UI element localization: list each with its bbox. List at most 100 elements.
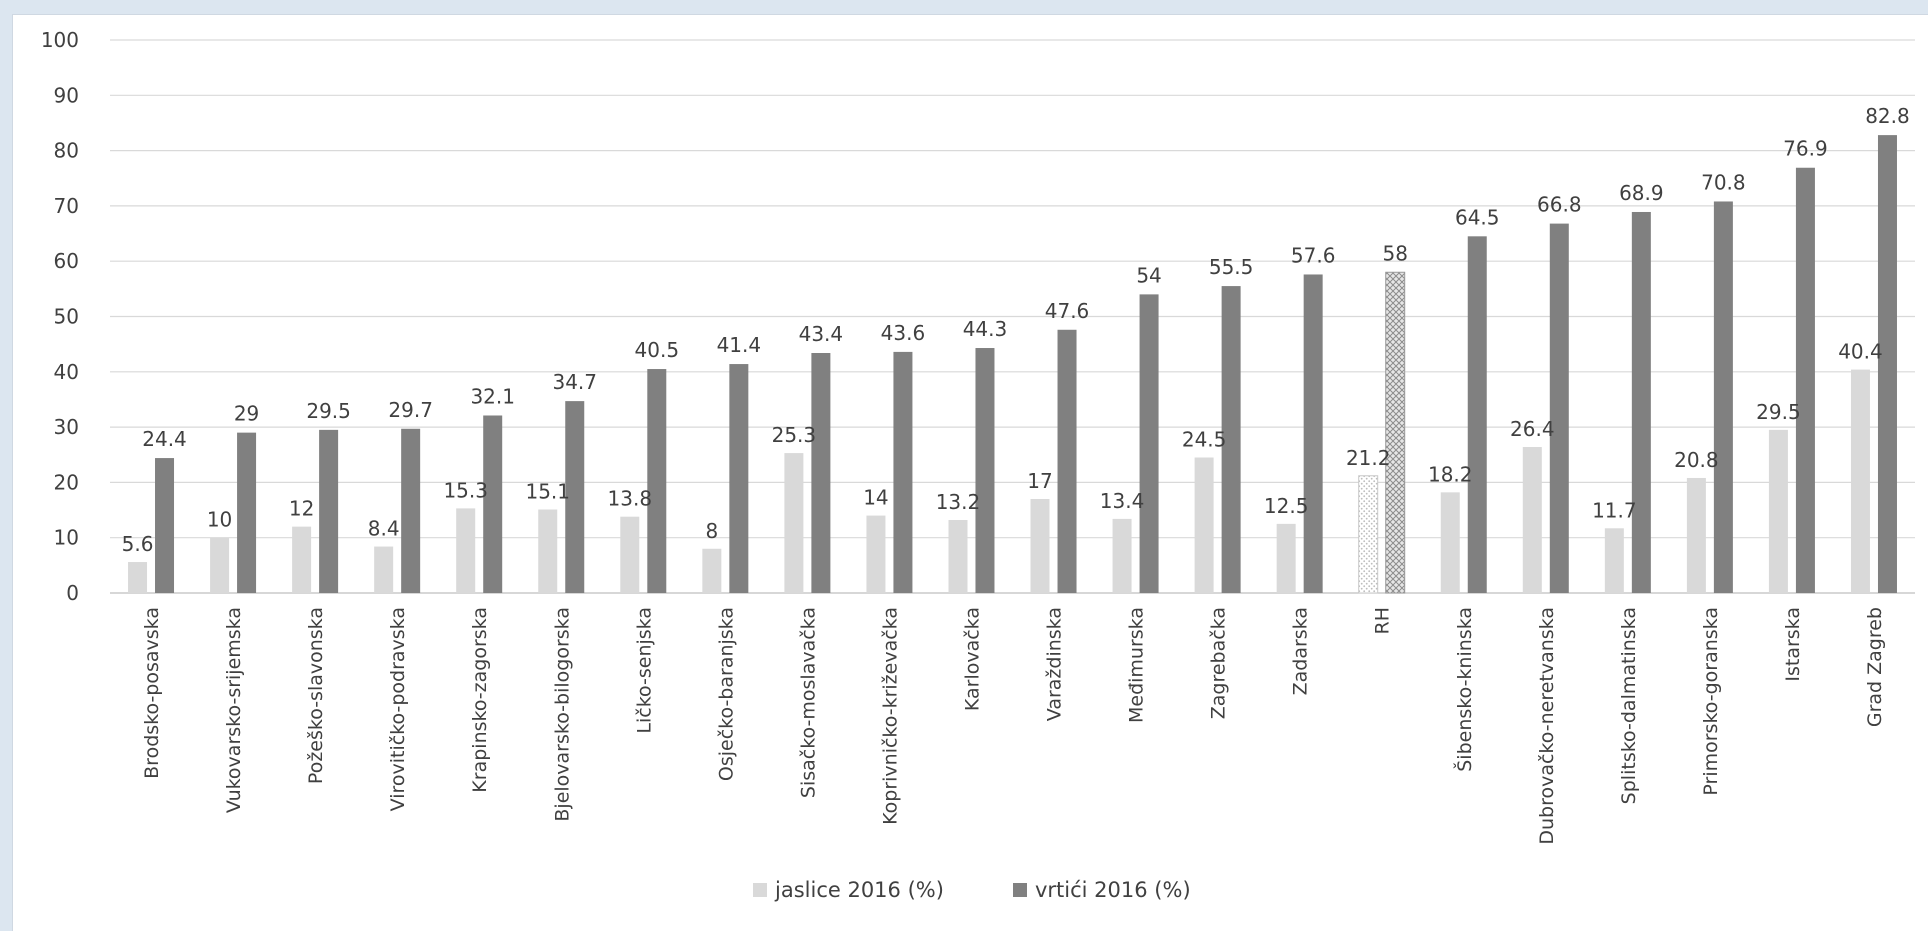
legend-swatch-vrtici	[1013, 883, 1027, 897]
bar-chart: 0 10 20 30 40 50 60 70 80 90 100 5.6 24.4 10 29 12 29.5…	[41, 28, 1915, 902]
data-label: 24.4	[142, 427, 187, 451]
data-label: 29.7	[388, 398, 433, 422]
x-tick-label: Sisačko-moslavačka	[797, 607, 819, 798]
x-tick-label: Osječko-baranjska	[715, 607, 737, 781]
data-label: 43.6	[881, 321, 926, 345]
data-label: 57.6	[1291, 243, 1336, 267]
bar-vrtici	[237, 432, 257, 593]
x-tick-label: RH	[1372, 607, 1394, 635]
bar-jaslice	[1112, 518, 1132, 593]
bar-jaslice	[620, 516, 640, 593]
x-tick-label: Primorsko-goranska	[1700, 607, 1722, 796]
x-tick-label: Međimurska	[1126, 607, 1148, 723]
bar-vrtici	[975, 348, 995, 593]
data-label: 40.4	[1838, 340, 1883, 364]
bar-vrtici	[1549, 223, 1569, 593]
bar-vrtici	[1221, 286, 1241, 593]
y-tick-label: 100	[41, 28, 79, 52]
x-tick-label: Virovitičko-podravska	[387, 607, 409, 811]
bar-jaslice	[292, 526, 312, 593]
data-label: 12.5	[1264, 494, 1309, 518]
data-label: 25.3	[772, 423, 817, 447]
data-label: 58	[1382, 241, 1407, 265]
bar-vrtici	[319, 429, 339, 593]
data-label: 17	[1027, 469, 1052, 493]
bar-jaslice	[1850, 369, 1870, 593]
bar-vrtici	[1467, 236, 1487, 593]
data-label: 8.4	[368, 517, 400, 541]
data-label: 10	[207, 508, 232, 532]
chart-frame: 0 10 20 30 40 50 60 70 80 90 100 5.6 24.4 10 29 12 29.5…	[12, 14, 1928, 931]
bar-jaslice	[1358, 475, 1379, 594]
bar-jaslice	[1522, 447, 1542, 593]
bar-vrtici	[155, 458, 175, 593]
x-tick-label: Koprivničko-križevačka	[879, 607, 901, 825]
bar-vrtici	[565, 401, 585, 593]
data-label: 41.4	[717, 333, 762, 357]
legend-label-jaslice: jaslice 2016 (%)	[774, 878, 944, 902]
x-tick-label: Požeško-slavonska	[305, 607, 327, 784]
bar-jaslice	[538, 509, 558, 593]
bar-jaslice	[1194, 457, 1214, 593]
data-label: 13.2	[936, 490, 981, 514]
bar-vrtici	[483, 415, 503, 593]
data-label: 68.9	[1619, 181, 1664, 205]
bar-jaslice	[1030, 498, 1050, 593]
data-label: 15.3	[443, 478, 488, 502]
data-label: 44.3	[963, 317, 1008, 341]
bar-jaslice	[948, 520, 968, 593]
bar-jaslice	[1276, 523, 1296, 593]
bar-vrtici	[647, 369, 667, 593]
bar-jaslice	[374, 546, 394, 593]
data-label: 40.5	[635, 338, 680, 362]
y-tick-label: 10	[54, 526, 79, 550]
data-label: 20.8	[1674, 448, 1719, 472]
data-label: 11.7	[1592, 498, 1637, 522]
data-label: 43.4	[799, 322, 844, 346]
bar-jaslice	[784, 453, 804, 593]
data-label: 14	[863, 486, 888, 510]
data-label: 24.5	[1182, 428, 1227, 452]
y-tick-label: 90	[54, 83, 79, 107]
bar-jaslice	[866, 515, 886, 593]
x-tick-label: Karlovačka	[961, 607, 983, 711]
data-label: 12	[289, 497, 314, 521]
data-label: 15.1	[525, 479, 570, 503]
data-label: 26.4	[1510, 417, 1555, 441]
data-label: 76.9	[1783, 137, 1828, 161]
bar-jaslice	[702, 548, 722, 593]
data-label: 47.6	[1045, 299, 1090, 323]
bar-jaslice	[128, 562, 148, 593]
data-label: 29.5	[1756, 400, 1801, 424]
data-label: 5.6	[122, 532, 154, 556]
y-tick-label: 30	[54, 415, 79, 439]
data-label: 18.2	[1428, 462, 1473, 486]
bar-vrtici	[729, 364, 749, 593]
x-tick-label: Šibensko-kninska	[1452, 607, 1476, 772]
bar-jaslice	[1768, 429, 1788, 593]
bar-jaslice	[1686, 477, 1706, 593]
data-label: 29.5	[306, 399, 351, 423]
y-tick-label: 20	[54, 470, 79, 494]
data-label: 21.2	[1346, 446, 1391, 470]
bar-jaslice	[1440, 492, 1460, 593]
data-label: 64.5	[1455, 205, 1500, 229]
legend-swatch-jaslice	[753, 883, 767, 897]
data-label: 55.5	[1209, 255, 1254, 279]
x-tick-label: Bjelovarsko-bilogorska	[551, 607, 573, 822]
bar-vrtici	[1713, 201, 1733, 593]
legend-label-vrtici: vrtići 2016 (%)	[1035, 878, 1191, 902]
x-tick-label: Krapinsko-zagorska	[469, 607, 491, 793]
x-tick-label: Dubrovačko-neretvanska	[1536, 607, 1558, 845]
bar-jaslice	[1604, 528, 1624, 593]
x-tick-label: Splitsko-dalmatinska	[1618, 607, 1640, 804]
data-label: 13.4	[1100, 489, 1145, 513]
data-label: 29	[234, 402, 259, 426]
bar-vrtici	[1795, 167, 1815, 594]
x-tick-label: Zadarska	[1290, 607, 1312, 695]
bar-vrtici	[811, 352, 831, 593]
bar-vrtici	[1631, 211, 1651, 593]
bar-vrtici	[1385, 271, 1406, 594]
bar-vrtici	[1057, 329, 1077, 593]
x-tick-label: Zagrebačka	[1208, 607, 1230, 719]
